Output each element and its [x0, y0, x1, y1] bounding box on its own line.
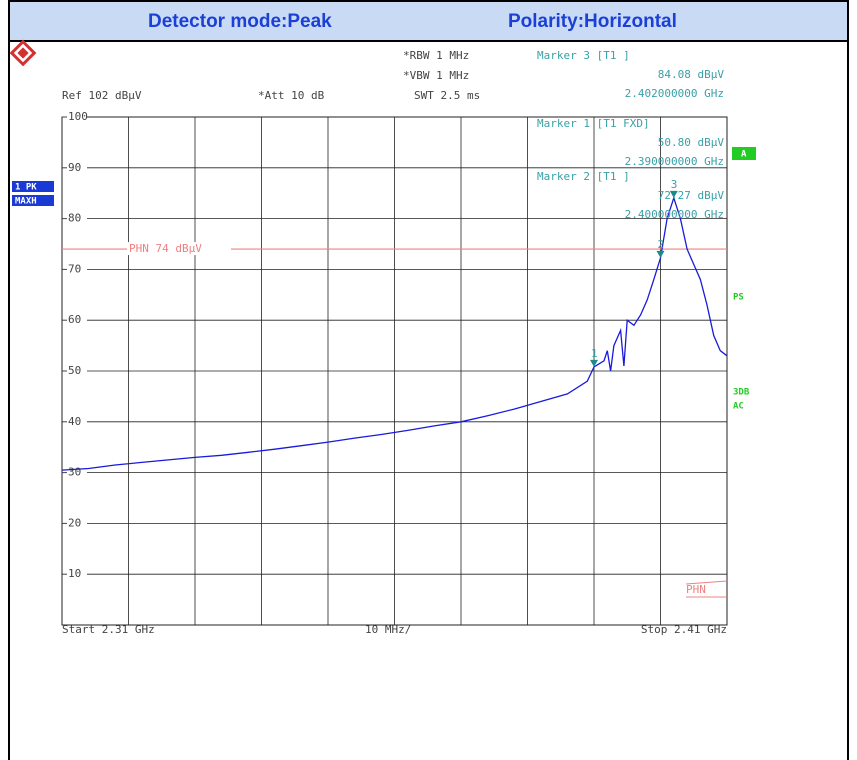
- marker-number: 1: [591, 347, 598, 360]
- trace-badge: [12, 181, 54, 192]
- detector-mode: Detector mode:Peak: [148, 11, 332, 32]
- marker-level: 50.80 dBµV: [658, 136, 725, 149]
- marker-name: Marker 3 [T1 ]: [537, 49, 630, 62]
- marker: [656, 250, 665, 258]
- y-tick-label: 60: [68, 313, 81, 326]
- y-tick-label: 70: [68, 262, 81, 275]
- y-tick-label: 40: [68, 415, 81, 428]
- side-label: AC: [733, 402, 744, 412]
- tick-label-bg: [63, 212, 87, 225]
- tick-label-bg: [63, 415, 87, 428]
- tick-label-bg: [63, 111, 87, 123]
- tick-label-bg: [63, 314, 87, 327]
- trace-mode: MAXH: [15, 197, 37, 207]
- rbw: *RBW 1 MHz: [403, 49, 469, 62]
- trace-detector: 1 PK: [15, 183, 37, 193]
- y-tick-label: 50: [68, 364, 81, 377]
- limit-end-label: PHN: [686, 583, 706, 596]
- marker-name: Marker 2 [T1 ]: [537, 170, 630, 183]
- y-tick-label: 10: [68, 567, 81, 580]
- marker-number: 3: [671, 178, 678, 191]
- tick-label-bg: [63, 568, 87, 581]
- tick-label-bg: [63, 517, 87, 530]
- start-frequency: Start 2.31 GHz: [62, 623, 155, 636]
- marker: [590, 359, 598, 367]
- attenuation: *Att 10 dB: [258, 89, 325, 102]
- marker-frequency: 2.402000000 GHz: [625, 87, 724, 100]
- header-bar: [10, 2, 847, 40]
- y-tick-label: 90: [68, 161, 81, 174]
- marker-frequency: 2.390000000 GHz: [625, 155, 724, 168]
- side-label: PS: [733, 293, 744, 303]
- marker-name: Marker 1 [T1 FXD]: [537, 117, 650, 130]
- marker-level: 72.27 dBµV: [658, 189, 725, 202]
- y-tick-label: 100: [68, 110, 88, 123]
- y-tick-label: 30: [68, 466, 81, 479]
- side-label: A: [741, 150, 747, 160]
- logo: [9, 39, 37, 67]
- y-tick-label: 80: [68, 212, 81, 225]
- limit-label: PHN 74 dBµV: [129, 242, 202, 255]
- tick-label-bg: [63, 365, 87, 377]
- stop-frequency: Stop 2.41 GHz: [641, 623, 727, 636]
- ref-level: Ref 102 dBµV: [62, 89, 142, 102]
- span-per-division: 10 MHz/: [365, 623, 411, 636]
- side-label: 3DB: [733, 388, 750, 398]
- marker-frequency: 2.400000000 GHz: [625, 208, 724, 221]
- marker-level: 84.08 dBµV: [658, 68, 725, 81]
- frame: [8, 0, 849, 760]
- trace: [61, 195, 728, 471]
- tick-label-bg: [63, 161, 87, 174]
- polarity: Polarity:Horizontal: [508, 11, 677, 32]
- limit-end-line: [685, 580, 728, 598]
- y-tick-label: 20: [68, 516, 81, 529]
- sweep-time: SWT 2.5 ms: [414, 89, 480, 102]
- a-badge: [732, 147, 756, 160]
- limit-label-bg: [127, 242, 231, 256]
- vbw: *VBW 1 MHz: [403, 69, 469, 82]
- marker-number: 2: [658, 238, 665, 251]
- trace-badge: [12, 195, 54, 206]
- tick-label-bg: [63, 263, 87, 276]
- marker: [669, 190, 678, 198]
